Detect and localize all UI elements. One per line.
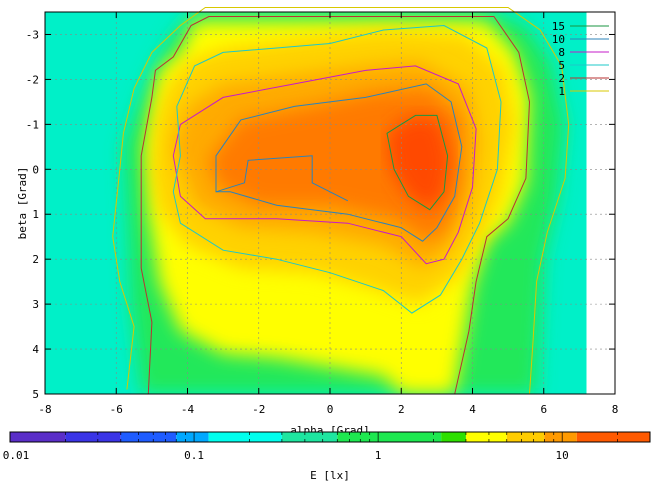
colorbar-segment (506, 432, 545, 442)
contour-lines (112, 7, 570, 395)
colorbar-label: E [lx] (310, 469, 350, 482)
x-tick-label: -6 (110, 403, 123, 416)
colorbar-segment (337, 432, 442, 442)
colorbar-segment (544, 432, 577, 442)
colorbar-segment (281, 432, 338, 442)
colorbar-segment (208, 432, 282, 442)
heatmap-field (45, 12, 587, 394)
colorbar-segment (441, 432, 466, 442)
legend-label-15: 15 (552, 20, 565, 33)
contour-level-5 (172, 24, 502, 314)
legend-label-2: 2 (558, 72, 565, 85)
legend-label-8: 8 (558, 46, 565, 59)
x-tick-label: -2 (252, 403, 265, 416)
legend-label-5: 5 (558, 59, 565, 72)
x-tick-label: 0 (327, 403, 334, 416)
y-tick-label: -2 (26, 73, 39, 86)
colorbar-tick-label: 0.1 (184, 449, 204, 462)
y-tick-label: 2 (32, 253, 39, 266)
colorbar-segment (10, 432, 66, 442)
colorbar-segment (120, 432, 177, 442)
no-data-region (588, 12, 615, 394)
x-tick-label: -8 (38, 403, 51, 416)
x-tick-label: 4 (469, 403, 476, 416)
colorbar-tick-label: 10 (556, 449, 569, 462)
y-tick-label: 4 (32, 343, 39, 356)
contour-level-2 (140, 16, 531, 395)
contour-level-8 (172, 65, 477, 265)
legend-label-1: 1 (558, 85, 565, 98)
x-tick-label: -4 (181, 403, 195, 416)
x-tick-label: 2 (398, 403, 405, 416)
contour-level-15 (386, 114, 449, 211)
y-tick-label: 5 (32, 388, 39, 401)
colorbar-tick-label: 0.01 (3, 449, 30, 462)
colorbar-segment (65, 432, 121, 442)
contour-level-10 (215, 83, 463, 242)
contour-level-1 (112, 7, 570, 395)
x-axis-ticks: -8 -6 -4 -2 0 2 4 6 8 (38, 12, 618, 416)
y-tick-label: -3 (26, 28, 39, 41)
y-tick-label: 1 (32, 208, 39, 221)
y-tick-label: -1 (26, 118, 39, 131)
x-tick-label: 8 (612, 403, 619, 416)
colorbar-tick-label: 1 (375, 449, 382, 462)
contour-level-10-hook (215, 155, 349, 202)
colorbar-segment (576, 432, 650, 442)
y-tick-label: 3 (32, 298, 39, 311)
colorbar-segment (465, 432, 507, 442)
colorbar-segment (176, 432, 209, 442)
colorbar: 0.01 0.1 1 10 (3, 431, 651, 462)
legend-label-10: 10 (552, 33, 565, 46)
y-tick-label: 0 (32, 163, 39, 176)
x-tick-label: 6 (540, 403, 547, 416)
y-axis-label: beta [Grad] (16, 167, 29, 240)
